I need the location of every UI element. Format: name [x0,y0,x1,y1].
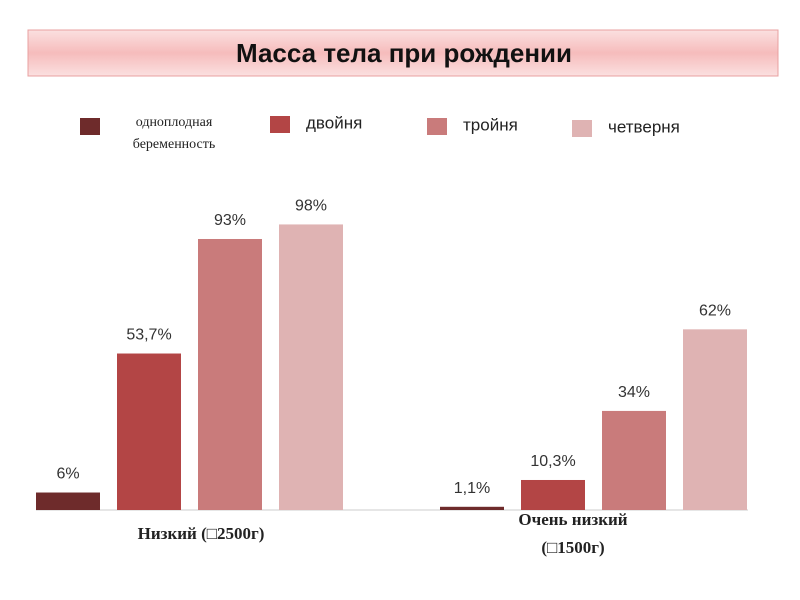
x-tick-label: Низкий (□2500г) [137,524,265,543]
legend-swatch [572,120,592,137]
legend-label: четверня [608,117,680,136]
bar [521,479,585,510]
legend-label: одноплодная беременность [132,115,216,152]
bar [602,410,666,510]
bar [198,238,262,511]
value-label: 93% [214,212,246,229]
value-label: 53,7% [126,327,171,344]
legend-swatch [427,118,447,135]
bar [440,506,504,510]
value-label: 1,1% [454,480,490,497]
bar [683,329,747,510]
value-label: 98% [295,198,327,215]
bar [117,353,181,510]
legend-label: двойня [306,113,362,132]
chart-title: Масса тела при рождении [236,38,572,68]
title-box [27,29,779,77]
legend-swatch [80,118,100,135]
value-label: 10,3% [530,453,575,470]
bar [36,492,100,510]
x-tick-label: Очень низкий (□1500г) [518,510,628,557]
bar [279,224,343,511]
legend-swatch [270,116,290,133]
value-label: 6% [56,466,79,483]
legend-label: тройня [463,115,518,134]
value-label: 34% [618,384,650,401]
value-label: 62% [699,303,731,320]
